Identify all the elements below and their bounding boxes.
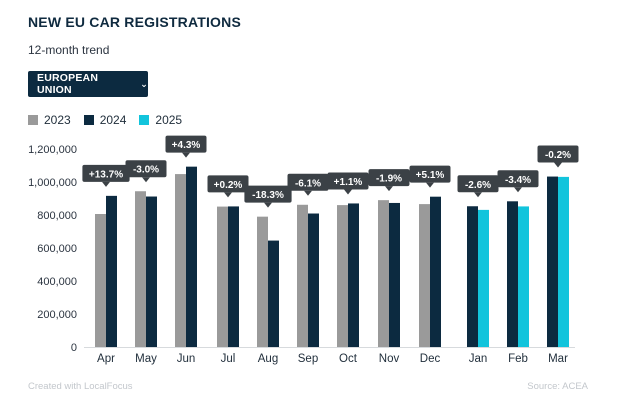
bar-2024-feb: [507, 201, 518, 347]
legend-label-2025: 2025: [155, 113, 183, 127]
change-label-pointer: [182, 152, 190, 158]
change-label: -18.3%: [252, 190, 284, 201]
x-tick-label: Mar: [548, 353, 568, 365]
chevron-down-icon: ⌄: [140, 78, 148, 89]
bar-2024-jun: [186, 166, 197, 347]
bar-2023-nov: [378, 200, 389, 347]
legend-swatch-2023: [28, 115, 38, 125]
legend-item-2023[interactable]: 2023: [28, 113, 71, 127]
bar-2024-sep: [308, 213, 319, 347]
x-tick-label: Sep: [298, 353, 318, 365]
change-label: -3.4%: [505, 175, 531, 186]
bar-chart: 0 200,000 400,000 600,000 800,000 1,000,000 1,…: [28, 135, 579, 365]
y-tick-label: 800,000: [37, 210, 77, 222]
footer-credit[interactable]: Created with LocalFocus: [28, 381, 133, 392]
region-dropdown[interactable]: EUROPEAN UNION ⌄: [28, 71, 148, 97]
y-tick-label: 1,000,000: [28, 177, 77, 189]
change-label-pointer: [304, 190, 312, 196]
x-tick-label: Feb: [508, 353, 528, 365]
legend-item-2024[interactable]: 2024: [83, 113, 127, 127]
bar-2023-jun: [175, 174, 186, 347]
change-label-pointer: [385, 186, 393, 192]
bar-2024-aug: [268, 240, 279, 347]
change-label-box: [327, 172, 369, 190]
bar-2023-apr: [95, 214, 106, 347]
bar-2024-nov: [389, 202, 400, 347]
legend-swatch-2025: [139, 115, 150, 125]
change-label-box: [409, 165, 451, 183]
change-label: -0.2%: [545, 150, 571, 161]
y-tick-label: 400,000: [37, 276, 77, 288]
change-label: -6.1%: [295, 178, 321, 189]
change-label: +13.7%: [89, 169, 123, 180]
change-label-box: [207, 175, 249, 193]
footer-source: Source: ACEA: [527, 381, 588, 392]
bar-2024-mar: [547, 176, 558, 347]
bar-2023-sep: [297, 204, 308, 347]
change-label-box: [457, 175, 499, 193]
change-label: -2.6%: [465, 180, 491, 191]
change-label-box: [497, 170, 539, 188]
x-tick-label: Apr: [97, 353, 115, 365]
legend: 2023 2024 2025: [28, 113, 195, 127]
bar-2024-jul: [228, 206, 239, 347]
bar-2023-jul: [217, 206, 228, 347]
change-label-pointer: [426, 182, 434, 188]
change-label-pointer: [224, 192, 232, 198]
change-label: -3.0%: [133, 165, 159, 176]
chart-title: NEW EU CAR REGISTRATIONS: [28, 14, 241, 30]
bar-2023-may: [135, 191, 146, 347]
bar-2024-dec: [430, 196, 441, 347]
x-tick-label: Jun: [177, 353, 196, 365]
change-label-pointer: [264, 202, 272, 208]
legend-item-2025[interactable]: 2025: [139, 113, 182, 127]
x-tick-label: Jan: [469, 353, 488, 365]
change-label-box: [165, 135, 207, 153]
legend-swatch-2024: [83, 115, 94, 125]
y-tick-label: 1,200,000: [28, 144, 77, 156]
x-tick-label: Oct: [339, 353, 358, 365]
change-label-pointer: [514, 187, 522, 193]
bar-2023-oct: [337, 205, 348, 347]
change-label-box: [537, 145, 579, 163]
x-tick-label: Jul: [221, 353, 236, 365]
change-label-pointer: [142, 177, 150, 183]
change-label-box: [125, 160, 167, 178]
legend-label-2023: 2023: [44, 113, 71, 127]
chart-subtitle: 12-month trend: [28, 43, 110, 57]
x-tick-label: Dec: [420, 353, 441, 365]
change-label: +1.1%: [334, 177, 363, 188]
change-label: -1.9%: [376, 174, 402, 185]
change-label-pointer: [554, 162, 562, 168]
bar-2025-jan: [478, 209, 489, 347]
bar-2024-apr: [106, 195, 117, 347]
change-label: +0.2%: [214, 180, 243, 191]
region-dropdown-label: EUROPEAN UNION: [37, 72, 99, 96]
bar-2024-jan: [467, 206, 478, 347]
legend-label-2024: 2024: [99, 113, 127, 127]
change-label-pointer: [344, 189, 352, 195]
change-label-box: [82, 164, 130, 182]
bar-2023-dec: [419, 204, 430, 347]
x-tick-label: Nov: [379, 353, 400, 365]
bar-2025-mar: [558, 176, 569, 347]
change-label-box: [287, 173, 329, 191]
change-label-pointer: [474, 192, 482, 198]
y-tick-label: 0: [71, 342, 77, 354]
x-tick-label: May: [135, 353, 157, 365]
change-label: +4.3%: [172, 140, 201, 151]
change-label-box: [244, 185, 292, 203]
bar-2024-oct: [348, 203, 359, 347]
bar-2024-may: [146, 196, 157, 347]
change-label-pointer: [102, 181, 110, 187]
bar-2025-feb: [518, 206, 529, 347]
y-tick-label: 600,000: [37, 243, 77, 255]
change-label-box: [368, 169, 410, 187]
change-label: +5.1%: [416, 170, 445, 181]
bar-2023-aug: [257, 216, 268, 347]
x-tick-label: Aug: [258, 353, 278, 365]
y-tick-label: 200,000: [37, 309, 77, 321]
